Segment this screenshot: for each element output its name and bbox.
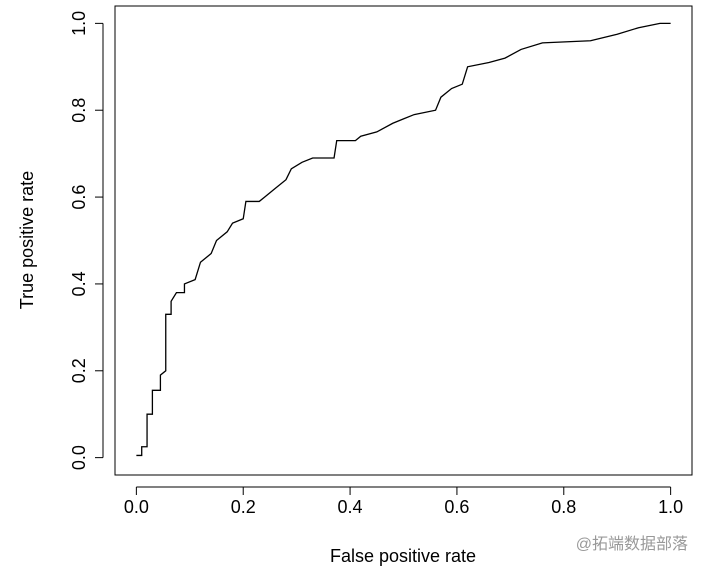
x-tick-label: 0.2 <box>231 497 256 517</box>
watermark: @拓端数据部落 <box>576 535 688 553</box>
y-tick-label: 0.4 <box>69 271 89 296</box>
y-tick-label: 0.0 <box>69 445 89 470</box>
y-tick-label: 0.8 <box>69 98 89 123</box>
y-tick-label: 1.0 <box>69 11 89 36</box>
plot-frame <box>114 5 693 476</box>
y-axis-label: True positive rate <box>17 171 37 309</box>
x-tick-label: 1.0 <box>658 497 683 517</box>
roc-line <box>136 22 671 457</box>
x-tick-label: 0.4 <box>338 497 363 517</box>
x-tick-label: 0.8 <box>551 497 576 517</box>
x-axis-label: False positive rate <box>330 546 476 566</box>
x-tick-label: 0.0 <box>124 497 149 517</box>
x-tick-label: 0.6 <box>444 497 469 517</box>
y-tick-label: 0.2 <box>69 358 89 383</box>
y-tick-label: 0.6 <box>69 185 89 210</box>
